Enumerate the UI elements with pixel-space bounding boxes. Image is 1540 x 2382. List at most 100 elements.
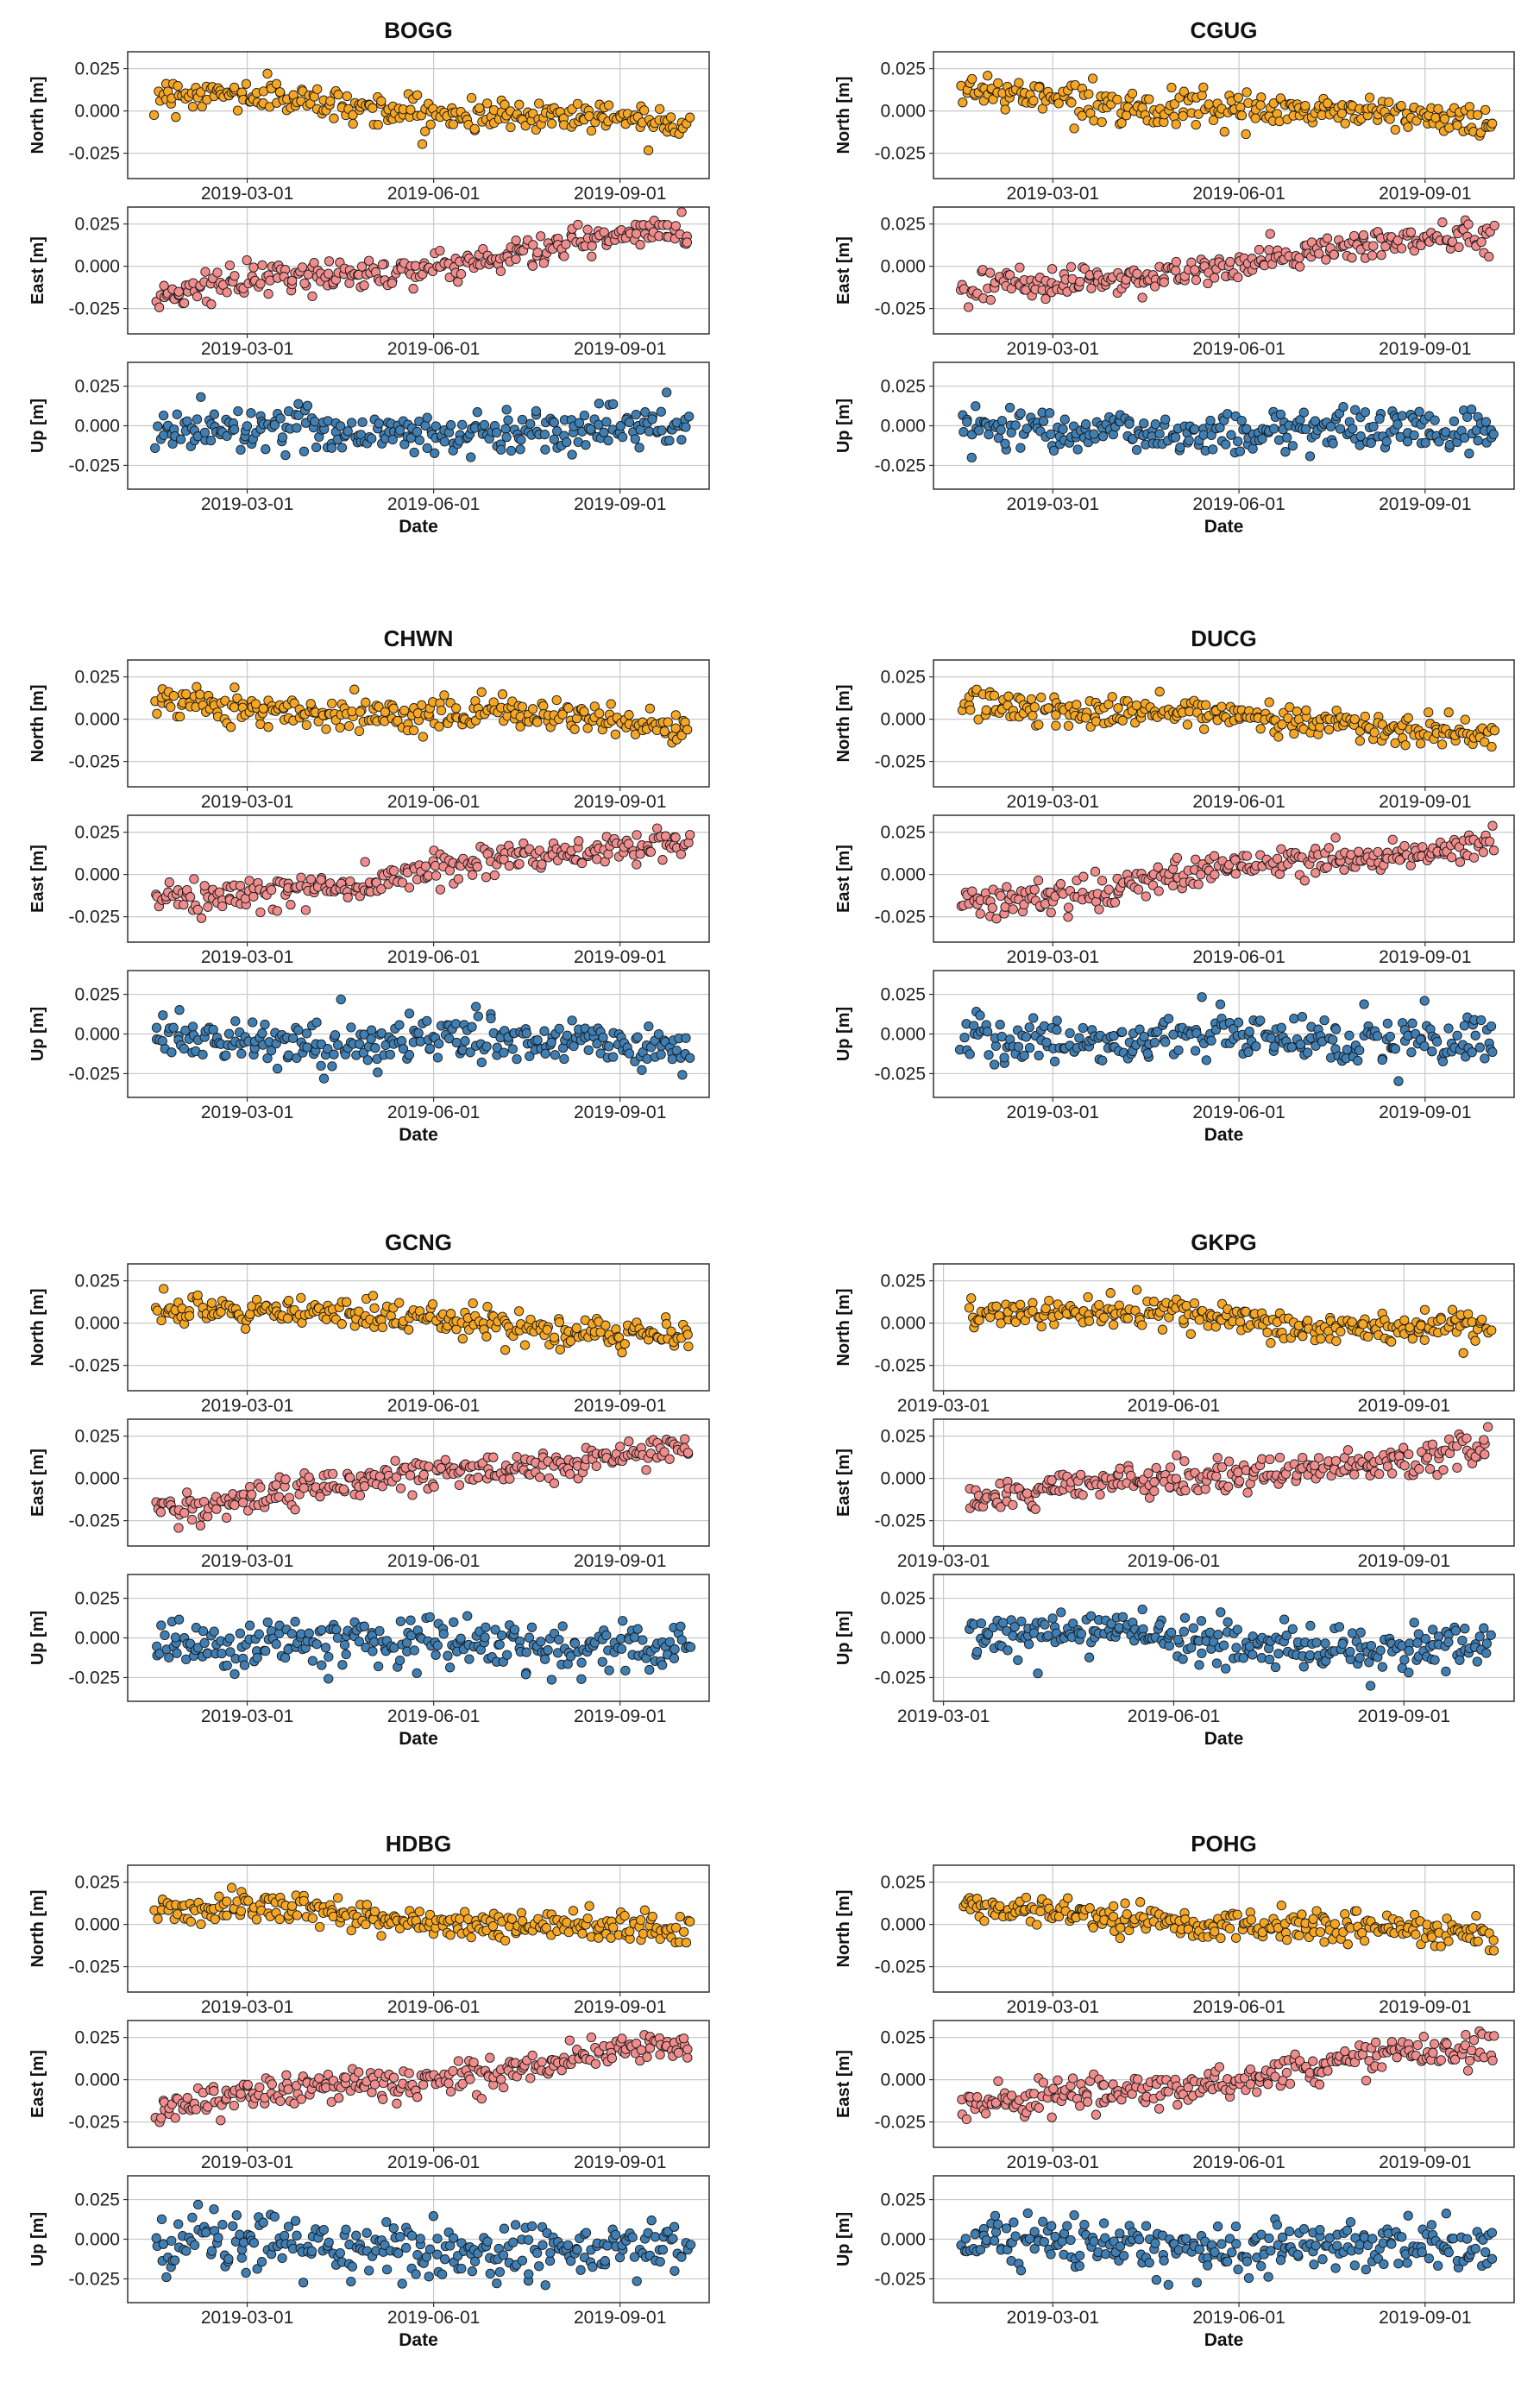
data-point [1367, 250, 1378, 261]
data-point [1225, 256, 1235, 267]
data-point [624, 417, 635, 428]
data-point [1201, 1055, 1211, 1065]
data-point [1480, 417, 1492, 427]
y-tick-label: 0.025 [880, 1589, 926, 1609]
data-point [1000, 104, 1010, 115]
x-tick-label: 2019-03-01 [897, 1551, 990, 1571]
data-point [1275, 409, 1286, 420]
data-point [150, 443, 160, 454]
data-point [472, 862, 482, 872]
data-point [412, 426, 423, 437]
data-point [292, 423, 302, 433]
data-point [511, 235, 521, 246]
data-point [1179, 1455, 1190, 1467]
data-point [1030, 1504, 1040, 1514]
data-point [1340, 118, 1350, 129]
data-point [662, 387, 672, 398]
data-point [293, 1025, 304, 1035]
data-point [966, 1293, 977, 1304]
data-point [301, 720, 311, 731]
data-point [1097, 1055, 1108, 1065]
data-point [195, 689, 205, 700]
data-point [1010, 420, 1021, 431]
data-point [473, 1011, 483, 1021]
data-point [1323, 98, 1333, 109]
data-point [272, 1063, 283, 1074]
data-point [361, 697, 371, 707]
data-point [1473, 110, 1483, 120]
data-point [1358, 229, 1369, 241]
data-point [1298, 407, 1309, 418]
data-point [1414, 406, 1424, 417]
data-point [173, 1614, 185, 1625]
data-point [1199, 724, 1210, 734]
data-point [1034, 82, 1044, 92]
data-point [415, 1036, 426, 1046]
data-point [1209, 851, 1220, 861]
data-point [604, 1665, 614, 1675]
data-point [363, 255, 374, 266]
x-tick-label: 2019-06-01 [1128, 1551, 1220, 1571]
x-tick-label: 2019-03-01 [201, 1706, 293, 1726]
data-point [1242, 1487, 1253, 1498]
data-point [1374, 413, 1385, 424]
data-point [579, 707, 589, 717]
data-point [394, 425, 405, 436]
plot-frame [127, 361, 710, 490]
data-point [246, 408, 256, 418]
y-tick-label: 0.000 [74, 865, 120, 885]
data-point [168, 690, 179, 701]
data-point [1298, 1662, 1309, 1672]
data-point [660, 831, 671, 841]
data-point [1349, 713, 1360, 725]
data-point [181, 688, 192, 700]
data-point [1466, 404, 1477, 415]
data-point [685, 830, 695, 840]
data-point [271, 79, 282, 89]
data-point [982, 1027, 993, 1037]
data-point [1374, 1468, 1385, 1480]
data-point [1173, 1045, 1184, 1056]
data-point [1396, 100, 1406, 111]
data-point [514, 99, 525, 110]
data-point [664, 1454, 675, 1464]
data-point [1160, 1037, 1171, 1047]
data-point [464, 1654, 475, 1664]
data-point [432, 1053, 443, 1063]
data-point [1392, 419, 1403, 430]
y-tick-label: 0.000 [880, 1314, 926, 1334]
data-point [682, 1329, 693, 1340]
data-point [1262, 1327, 1273, 1338]
data-point [680, 1434, 690, 1444]
data-point [248, 1017, 258, 1028]
data-point [540, 1654, 550, 1664]
data-point [290, 1505, 300, 1515]
x-tick-label: 2019-06-01 [387, 184, 480, 204]
data-point [1464, 102, 1475, 112]
data-point [1150, 281, 1160, 292]
data-point [1226, 430, 1236, 440]
x-axis-label: Date [399, 1729, 438, 1749]
panel-up: 2019-03-01 2019-06-01 2019-09-010.0250.000… [28, 970, 710, 1145]
panel-north: 2019-03-01 2019-06-01 2019-09-010.0250.000… [28, 51, 710, 204]
data-point [299, 1483, 309, 1493]
data-point [405, 104, 416, 115]
data-point [1279, 1614, 1290, 1625]
data-point [462, 1611, 473, 1621]
y-axis-label: North [m] [834, 77, 853, 154]
data-point [1028, 1013, 1039, 1023]
data-point [1208, 115, 1219, 126]
data-point [1301, 705, 1311, 715]
data-point [1358, 1319, 1368, 1329]
data-point [1464, 449, 1474, 459]
data-point [347, 706, 357, 717]
data-point [615, 1442, 625, 1452]
data-point [217, 901, 228, 912]
x-tick-label: 2019-09-01 [1379, 1103, 1471, 1122]
data-point [1266, 1033, 1277, 1044]
data-point [563, 702, 574, 713]
data-point [1034, 720, 1044, 730]
data-point [1399, 840, 1410, 852]
data-point [500, 424, 511, 434]
